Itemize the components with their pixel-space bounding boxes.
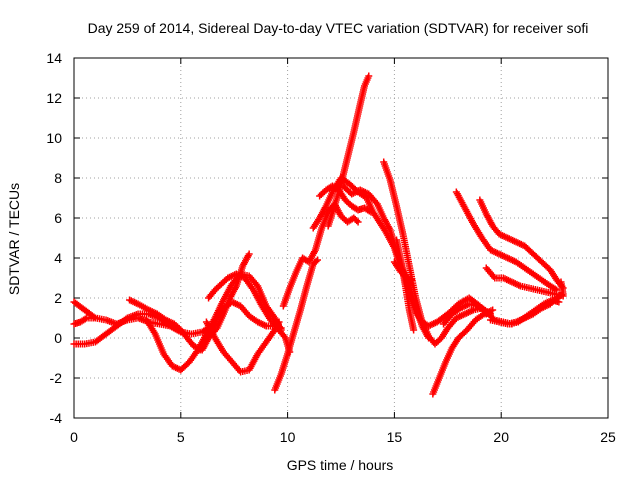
y-tick-label: 8 bbox=[54, 170, 62, 186]
data-point bbox=[312, 257, 320, 265]
y-tick-label: 14 bbox=[46, 50, 62, 66]
series-arc-9 bbox=[271, 256, 322, 394]
y-tick-label: 10 bbox=[46, 130, 62, 146]
data-point bbox=[91, 314, 99, 322]
series-arc-7 bbox=[205, 270, 294, 356]
x-axis-label: GPS time / hours bbox=[287, 457, 394, 473]
data-point bbox=[557, 278, 565, 286]
data-point bbox=[407, 276, 415, 284]
y-tick-label: 4 bbox=[54, 250, 62, 266]
y-tick-labels: -4 -2 0 2 4 6 8 10 12 14 bbox=[46, 50, 62, 426]
series-arc-3 bbox=[70, 314, 99, 328]
y-tick-label: -2 bbox=[50, 370, 63, 386]
series-arc-15 bbox=[380, 158, 495, 348]
series-arc-8 bbox=[202, 318, 283, 376]
x-tick-label: 25 bbox=[600, 429, 616, 445]
x-tick-labels: 0 5 10 15 20 25 bbox=[70, 429, 616, 445]
data-point bbox=[275, 318, 283, 326]
data-point bbox=[354, 218, 362, 226]
y-axis-label: SDTVAR / TECUs bbox=[6, 183, 22, 295]
data-point bbox=[555, 298, 563, 306]
x-tick-label: 15 bbox=[387, 429, 403, 445]
series-arc-10 bbox=[279, 200, 362, 310]
data-point bbox=[245, 250, 253, 258]
y-tick-label: 6 bbox=[54, 210, 62, 226]
data-point bbox=[353, 217, 361, 225]
axis-ticks bbox=[73, 57, 609, 419]
plot-area-frame bbox=[73, 57, 609, 419]
data-point bbox=[314, 256, 322, 264]
data-point bbox=[367, 208, 375, 216]
x-tick-label: 10 bbox=[280, 429, 296, 445]
x-tick-label: 20 bbox=[493, 429, 509, 445]
x-tick-label: 5 bbox=[177, 429, 185, 445]
series-arc-17 bbox=[390, 258, 415, 284]
data-point bbox=[365, 72, 373, 80]
y-tick-label: 12 bbox=[46, 90, 62, 106]
series-arc-20 bbox=[452, 188, 561, 294]
y-tick-label: -4 bbox=[50, 410, 63, 426]
chart-title: Day 259 of 2014, Sidereal Day-to-day VTE… bbox=[88, 20, 589, 36]
data-point bbox=[410, 326, 418, 334]
y-tick-label: 0 bbox=[54, 330, 62, 346]
series-arc-13 bbox=[324, 72, 373, 230]
x-tick-label: 0 bbox=[70, 429, 78, 445]
y-tick-label: 2 bbox=[54, 290, 62, 306]
series-arc-24 bbox=[506, 296, 563, 328]
data-point bbox=[489, 306, 497, 314]
data-series bbox=[70, 72, 567, 398]
series-arc-19 bbox=[440, 300, 516, 328]
series-arc-16 bbox=[393, 236, 418, 334]
